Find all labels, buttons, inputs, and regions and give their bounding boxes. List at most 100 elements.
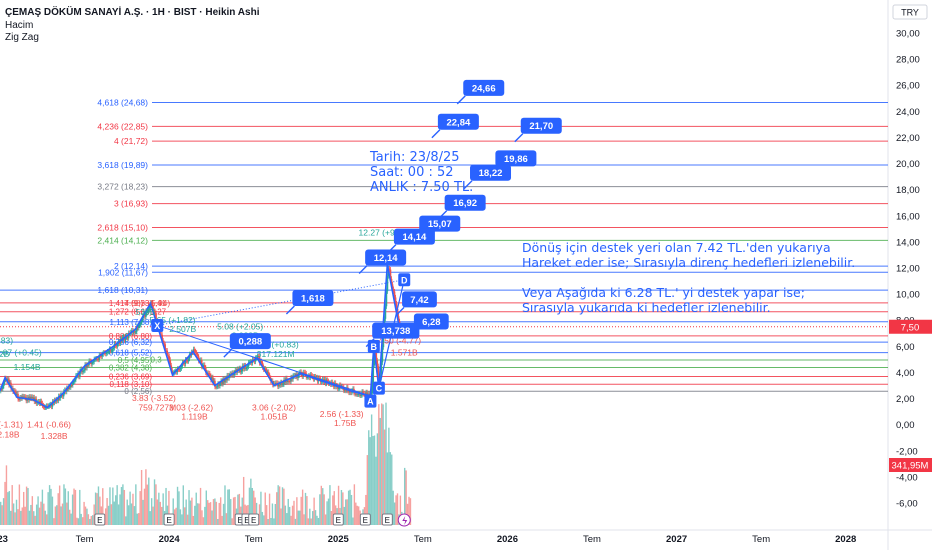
zigzag-label: 12B: [0, 349, 10, 359]
candle-body: [23, 396, 25, 398]
fib-level-label: 0,236 (3,69): [109, 372, 152, 381]
volume-bar: [58, 485, 61, 525]
volume-bar: [116, 485, 118, 525]
volume-bar: [350, 494, 353, 525]
candle-body: [183, 362, 186, 365]
zigzag-label: 3.03 (-2.62): [169, 402, 213, 412]
candle-body: [372, 365, 375, 383]
candle-body: [350, 391, 352, 393]
volume-bar: [168, 490, 170, 525]
zigzag-label: 1.75B: [334, 418, 357, 428]
candle-body: [179, 368, 182, 370]
candle-body: [86, 364, 88, 368]
y-tick-label: 16,00: [896, 211, 920, 222]
volume-bar: [73, 488, 75, 525]
volume-bar: [204, 506, 206, 525]
volume-bar: [392, 490, 394, 525]
volume-bar: [77, 518, 80, 525]
volume-bar: [192, 515, 195, 525]
volume-bar: [117, 504, 120, 525]
volume-bar: [221, 515, 223, 525]
volume-bar: [38, 507, 41, 525]
fib-level-label: 4,236 (22,85): [97, 121, 148, 131]
candle-body: [100, 355, 103, 357]
candle-body: [112, 347, 115, 349]
target-label: 24,66: [472, 83, 496, 94]
candle-body: [118, 341, 121, 344]
indicator-zigzag-label[interactable]: Zig Zag: [5, 32, 39, 43]
candle-body: [212, 377, 214, 383]
volume-bar: [28, 510, 31, 525]
volume-bar: [378, 404, 380, 525]
volume-bar: [201, 510, 203, 525]
fib-level-label: 1,902 (11,67): [98, 267, 148, 277]
volume-bar: [297, 510, 300, 525]
candle-body: [9, 382, 11, 385]
volume-bar: [109, 487, 111, 525]
target-label: 22,84: [446, 117, 470, 128]
volume-bar: [12, 503, 15, 525]
volume-bar: [119, 494, 121, 525]
candle-body: [388, 268, 391, 270]
volume-bar: [135, 484, 137, 525]
candle-body: [55, 399, 58, 402]
pattern-point-label: D: [401, 275, 408, 285]
volume-bar: [395, 495, 397, 525]
fib-level-label: 2 (12,14): [114, 261, 148, 271]
volume-bar: [265, 505, 268, 525]
candle-body: [164, 344, 167, 351]
volume-bar: [225, 513, 228, 525]
candle-body: [29, 396, 32, 399]
candle-body: [154, 311, 156, 314]
volume-bar: [4, 481, 6, 525]
volume-bar: [303, 514, 305, 525]
candle-body: [30, 396, 33, 399]
volume-bar: [80, 513, 82, 525]
volume-bar: [155, 484, 157, 525]
volume-bar: [327, 498, 330, 525]
volume-bar: [273, 518, 275, 525]
target-box: [402, 291, 437, 308]
volume-bar: [185, 499, 187, 525]
volume-bar: [288, 506, 291, 525]
volume-bar: [376, 433, 379, 525]
candle-body: [373, 352, 376, 366]
volume-bar: [270, 517, 272, 525]
volume-bar: [139, 491, 141, 525]
target-label: 19,86: [504, 154, 528, 165]
candle-body: [396, 308, 399, 317]
candle-body: [17, 393, 19, 400]
candle-body: [97, 359, 100, 361]
target-pointer: [514, 133, 524, 143]
volume-bar: [382, 404, 384, 525]
x-tick-label: 2026: [497, 534, 518, 545]
volume-bar: [186, 514, 189, 525]
fib-level-label: 0,618 (5,52): [109, 349, 152, 358]
volume-bar: [316, 515, 318, 525]
volume-bar: [51, 496, 54, 525]
volume-bar: [287, 498, 289, 525]
zigzag-label: 2.07 (+0.45): [0, 347, 42, 357]
volume-bar: [280, 508, 282, 525]
volume-bar: [175, 507, 177, 525]
pattern-point-label: X: [154, 321, 160, 331]
volume-bar: [63, 484, 65, 525]
volume-bar: [370, 414, 373, 525]
volume-bar: [94, 492, 97, 525]
volume-bar: [15, 499, 18, 525]
candle-body: [360, 395, 362, 397]
candle-body: [44, 407, 47, 409]
volume-bar: [294, 518, 297, 525]
volume-bar: [44, 510, 46, 525]
candle-body: [109, 348, 112, 351]
candle-body: [141, 319, 143, 323]
volume-bar: [281, 487, 284, 525]
candle-body: [377, 366, 380, 378]
candle-body: [290, 377, 292, 382]
candle-body: [274, 383, 276, 385]
x-tick-label: Tem: [414, 534, 432, 545]
volume-bar: [181, 514, 183, 525]
indicator-volume-label[interactable]: Hacim: [5, 20, 34, 31]
volume-bar: [217, 518, 219, 525]
